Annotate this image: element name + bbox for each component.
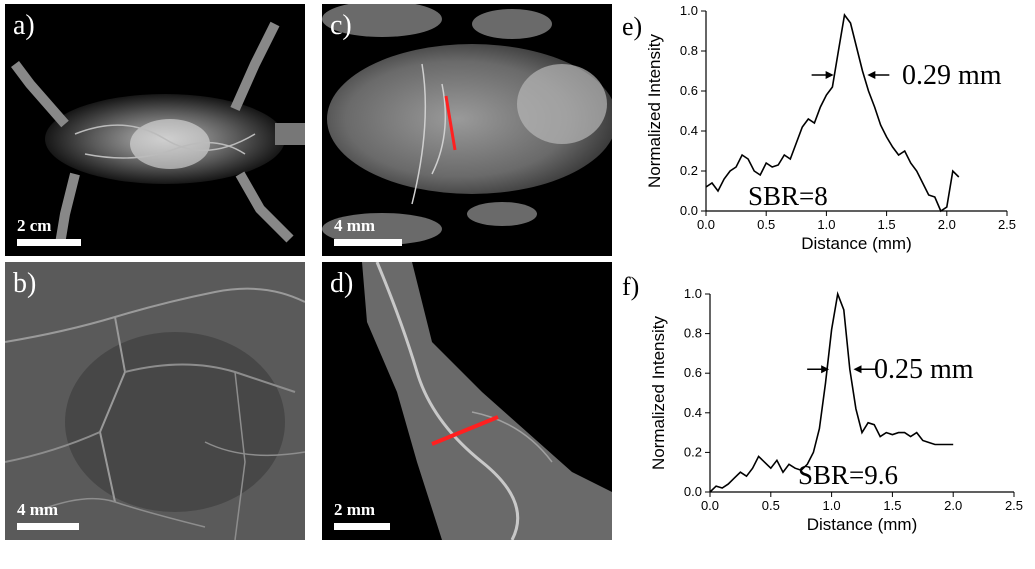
- panel-label-a: a): [13, 10, 35, 41]
- intensity-profile-chart-f: 0.0 0.5 1.0 1.5 2.0 2.5 0.0 0.2 0.4 0.6 0.8 1.0 Dist…: [649, 286, 1023, 534]
- tail-vessel-image: [322, 262, 612, 540]
- sbr-annotation: SBR=9.6: [798, 460, 898, 490]
- x-tick-label: 0.5: [762, 498, 780, 513]
- y-axis-title: Normalized Intensity: [649, 316, 668, 471]
- y-tick-label: 0.2: [684, 444, 702, 459]
- panel-a-image: a) 2 cm: [5, 4, 305, 256]
- x-axis-title: Distance (mm): [801, 234, 912, 253]
- intensity-series-line: [705, 13, 960, 213]
- panel-label-c: c): [330, 10, 352, 41]
- scale-bar-c-text: 4 mm: [334, 216, 376, 235]
- fwhm-annotation: 0.25 mm: [874, 354, 974, 385]
- x-tick-label: 0.5: [757, 217, 775, 232]
- sbr-annotation: SBR=8: [748, 181, 828, 211]
- x-tick-label: 1.0: [817, 217, 835, 232]
- chart-label-e: e): [622, 12, 643, 41]
- y-tick-label: 0.8: [684, 326, 702, 341]
- panel-b-image: b) 4 mm: [5, 262, 305, 540]
- fwhm-arrowhead-left: [825, 71, 834, 79]
- y-tick-label: 0.6: [680, 83, 698, 98]
- y-tick-label: 0.6: [684, 365, 702, 380]
- x-tick-label: 2.0: [944, 498, 962, 513]
- x-tick-label: 1.0: [823, 498, 841, 513]
- scale-bar-d: 2 mm: [334, 500, 390, 530]
- panel-label-b: b): [13, 268, 37, 299]
- chart-panel-e: e) 0.0 0.5 1.0 1.5 2.0 2.5 0.0 0.2 0.4 0.6 0.8 1.0 D…: [618, 0, 1035, 280]
- y-tick-label: 0.2: [680, 163, 698, 178]
- scale-bar-a: 2 cm: [17, 216, 81, 246]
- y-tick-label: 0.4: [684, 405, 702, 420]
- x-tick-label: 0.0: [697, 217, 715, 232]
- fwhm-annotation: 0.29 mm: [902, 60, 1002, 91]
- y-tick-label: 0.0: [680, 203, 698, 218]
- scale-bar-c: 4 mm: [334, 216, 402, 246]
- fwhm-arrowhead-left: [821, 365, 830, 374]
- x-tick-label: 2.5: [998, 217, 1016, 232]
- panel-d-image: d) 2 mm: [322, 262, 612, 540]
- intensity-profile-chart-e: 0.0 0.5 1.0 1.5 2.0 2.5 0.0 0.2 0.4 0.6 0.8 1.0 Dist…: [645, 3, 1016, 253]
- scale-bar-b-text: 4 mm: [17, 500, 59, 519]
- vessel-network-image: [5, 262, 305, 540]
- y-tick-label: 0.0: [684, 484, 702, 499]
- fwhm-arrowhead-right: [867, 71, 876, 79]
- scale-bar-a-line: [17, 239, 81, 246]
- panel-label-d: d): [330, 268, 354, 299]
- x-tick-label: 2.5: [1005, 498, 1023, 513]
- profile-line-c: [444, 95, 457, 151]
- mouse-whole-body-image: [5, 4, 305, 256]
- mouse-head-image: [322, 4, 612, 256]
- scale-bar-d-line: [334, 523, 390, 530]
- scale-bar-d-text: 2 mm: [334, 500, 376, 519]
- scale-bar-b-line: [17, 523, 79, 530]
- panel-c-image: c) 4 mm: [322, 4, 612, 256]
- chart-panel-f: f) 0.0 0.5 1.0 1.5 2.0 2.5 0.0 0.2 0.4 0.6 0.8 1.0 D…: [618, 272, 1035, 564]
- chart-label-f: f): [622, 272, 640, 301]
- x-tick-label: 1.5: [878, 217, 896, 232]
- scale-bar-a-text: 2 cm: [17, 216, 52, 235]
- intensity-series-line: [709, 291, 954, 493]
- x-tick-label: 1.5: [883, 498, 901, 513]
- y-tick-label: 1.0: [684, 286, 702, 301]
- y-tick-label: 0.8: [680, 43, 698, 58]
- x-tick-label: 0.0: [701, 498, 719, 513]
- scale-bar-b: 4 mm: [17, 500, 79, 530]
- y-axis-title: Normalized Intensity: [645, 34, 664, 189]
- x-axis-title: Distance (mm): [807, 515, 918, 534]
- y-tick-label: 0.4: [680, 123, 698, 138]
- scale-bar-c-line: [334, 239, 402, 246]
- y-tick-label: 1.0: [680, 3, 698, 18]
- profile-line-d: [431, 415, 499, 446]
- fwhm-arrowhead-right: [853, 365, 862, 374]
- x-tick-label: 2.0: [938, 217, 956, 232]
